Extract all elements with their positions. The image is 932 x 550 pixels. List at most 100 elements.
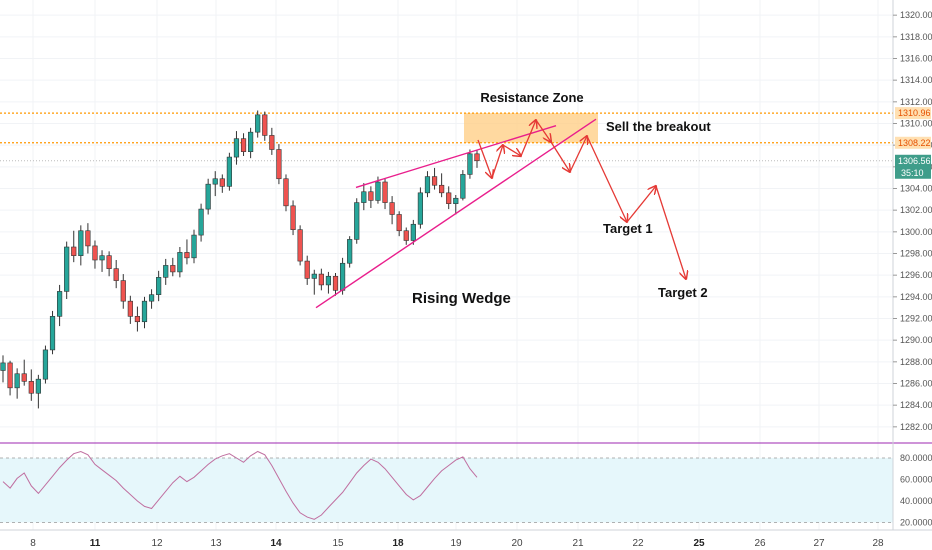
candle-body [396, 214, 402, 232]
price-tick-label: 1294.00 [900, 292, 932, 302]
price-tick-label: 1314.00 [900, 75, 932, 85]
candle-body [233, 138, 240, 158]
grid [0, 0, 893, 530]
sell-breakout-label: Sell the breakout [606, 119, 711, 134]
wedge-upper-line [355, 124, 557, 189]
candle-body [156, 277, 162, 295]
resistance-zone-label: Resistance Zone [480, 90, 583, 105]
time-tick-label: 27 [813, 538, 825, 549]
target-2-label: Target 2 [658, 285, 708, 300]
time-tick-label: 14 [270, 538, 282, 549]
rsi-tick-label: 60.0000 [900, 474, 932, 484]
candle-body [354, 202, 360, 240]
lower-level-tag: 1308.22 [898, 138, 931, 148]
projection-arrow [477, 139, 492, 178]
price-tick-label: 1296.00 [900, 270, 932, 280]
rsi-panel [0, 442, 932, 523]
candle-body [212, 178, 218, 185]
candle-body [163, 265, 169, 278]
candle-body [170, 265, 176, 273]
candle-body [113, 268, 119, 281]
candle-body [453, 197, 459, 204]
candle-body [318, 273, 324, 286]
rsi-band [0, 457, 893, 523]
candle-body [446, 192, 452, 204]
projection-arrow [569, 136, 587, 173]
projection-arrow [626, 186, 656, 223]
candle-body [92, 245, 98, 261]
candle-body [439, 184, 445, 194]
time-tick-label: 15 [332, 538, 344, 549]
candle-body [226, 156, 232, 187]
candle-body [64, 246, 70, 292]
projection-arrow [586, 135, 627, 222]
candle-body [14, 373, 20, 389]
candle-body [120, 280, 126, 302]
candle-body [403, 230, 409, 241]
upper-level-tag: 1310.96 [898, 108, 931, 118]
last-price-badge [895, 154, 931, 179]
candle-body [460, 174, 466, 199]
candle-body [78, 230, 84, 256]
price-tick-label: 1300.00 [900, 227, 932, 237]
candle-body [255, 114, 261, 133]
time-tick-label: 13 [210, 538, 222, 549]
candle-body [290, 205, 296, 230]
wedge-lines [315, 118, 597, 309]
lower-level-tag-bg [895, 136, 931, 149]
price-tick-label: 1288.00 [900, 357, 932, 367]
price-tick-label: 1282.00 [900, 422, 932, 432]
candle-body [375, 181, 381, 201]
candle-body [332, 275, 339, 291]
candle-body [311, 273, 317, 279]
time-tick-label: 26 [754, 538, 766, 549]
price-tick-label: 1286.00 [900, 379, 932, 389]
candle-body [56, 291, 63, 317]
price-tick-label: 1320.00 [900, 10, 932, 20]
candle-body [141, 300, 148, 323]
candle-body [0, 362, 6, 371]
candle-body [205, 183, 211, 210]
projection-arrow [655, 185, 686, 279]
projection-arrow [502, 144, 521, 156]
candle-body [42, 349, 49, 380]
target-1-label: Target 1 [603, 221, 653, 236]
candle-body [325, 275, 332, 286]
price-tick-label: 1302.00 [900, 205, 932, 215]
candle-body [283, 178, 289, 207]
candle-body [269, 135, 275, 150]
candle-body [474, 153, 480, 162]
candle-body [431, 176, 438, 186]
resistance-zone-box [464, 113, 598, 143]
time-tick-label: 20 [511, 538, 523, 549]
projection-arrow [491, 145, 503, 179]
time-tick-label: 25 [693, 538, 705, 549]
upper-level-tag-bg [895, 107, 931, 120]
projection-arrow [520, 120, 536, 157]
countdown-tag: 35:10 [901, 168, 924, 178]
candle-body [85, 230, 91, 247]
price-tick-label: 1290.00 [900, 335, 932, 345]
candle-body [417, 192, 424, 225]
last-price-tag: 1306.56 [898, 156, 931, 166]
price-tick-label: 1316.00 [900, 54, 932, 64]
candle-body [467, 153, 473, 175]
time-tick-label: 22 [632, 538, 644, 549]
price-tick-label: 1298.00 [900, 249, 932, 259]
candle-body [127, 300, 133, 317]
candle-body [262, 114, 268, 136]
candle-body [219, 178, 225, 187]
candle-body [49, 316, 56, 351]
price-tick-label: 1310.00 [900, 119, 932, 129]
time-tick-label: 21 [572, 538, 584, 549]
price-tick-label: 1284.00 [900, 400, 932, 410]
time-tick-label: 11 [90, 538, 101, 549]
time-tick-label: 19 [450, 538, 462, 549]
candles [0, 110, 480, 409]
candle-body [99, 255, 105, 261]
candle-body [21, 373, 27, 382]
candle-body [184, 252, 190, 259]
time-tick-label: 12 [151, 538, 163, 549]
